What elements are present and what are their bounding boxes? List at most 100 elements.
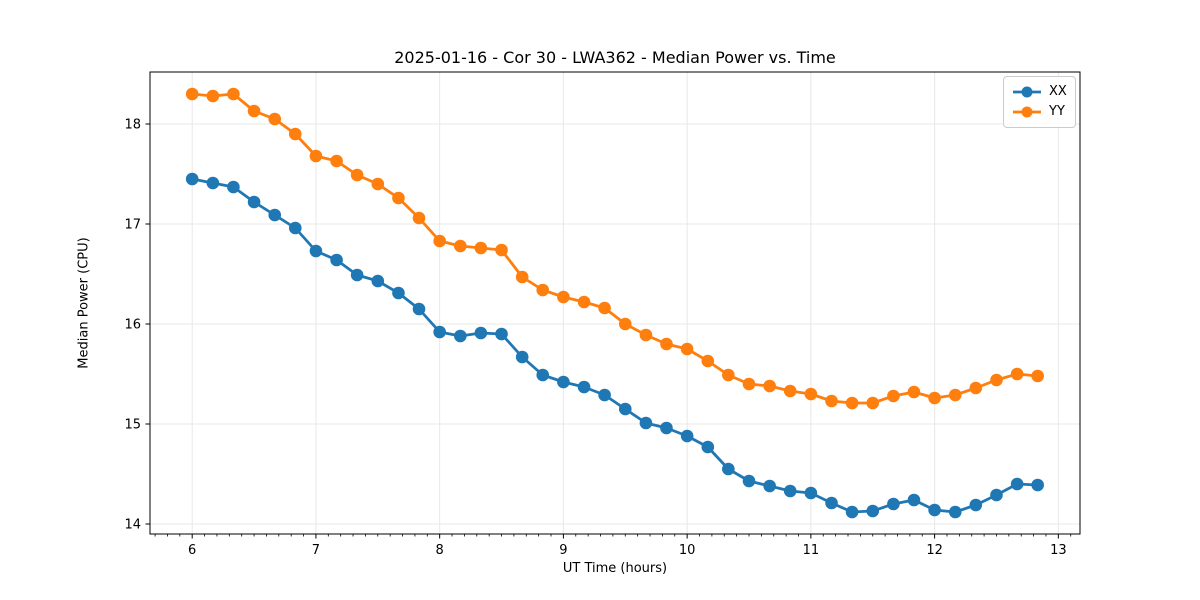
data-point-YY [990,373,1003,387]
y-tick-label: 14 [124,518,141,533]
y-tick-label: 18 [124,118,141,133]
data-point-YY [948,388,962,402]
legend-label: XX [1049,84,1067,99]
data-point-YY [247,104,261,118]
data-point-YY [474,241,488,255]
data-point-XX [454,329,467,343]
data-point-XX [804,486,818,500]
data-point-XX [247,195,261,209]
data-point-XX [598,388,611,402]
series-line-XX [191,177,1038,514]
legend-item-XX: XX [1012,82,1075,102]
data-point-YY [185,87,199,101]
x-axis-label: UT Time (hours) [562,561,668,576]
data-point-YY [206,89,220,103]
data-point-XX [618,402,632,416]
legend-item-YY: YY [1012,102,1075,122]
data-point-YY [680,342,694,356]
data-point-YY [454,239,467,253]
legend-swatch-XX [1013,86,1041,98]
data-point-XX [928,503,941,517]
data-point-XX [969,498,983,512]
x-tick-label: 12 [926,543,943,558]
data-point-XX [763,479,776,493]
data-point-XX [577,380,591,394]
data-point-YY [309,149,323,163]
legend-swatch-YY [1013,106,1041,118]
data-point-YY [969,381,983,395]
chart-title: 2025-01-16 - Cor 30 - LWA362 - Median Po… [394,48,836,67]
data-point-YY [268,112,282,126]
data-point-XX [392,286,405,300]
data-point-XX [1010,477,1024,491]
data-point-YY [330,154,343,168]
data-point-YY [825,394,838,408]
data-point-YY [887,389,900,403]
data-point-YY [783,384,797,398]
data-point-XX [825,496,838,510]
data-point-YY [742,377,756,391]
legend-label: YY [1049,104,1065,119]
data-point-YY [495,243,508,257]
y-tick-label: 15 [124,418,141,433]
data-point-XX [722,462,735,476]
x-tick-label: 8 [436,543,444,558]
data-point-YY [928,391,941,405]
data-point-XX [330,253,343,267]
data-point-YY [1010,367,1024,381]
data-point-YY [536,283,550,297]
data-point-YY [866,396,880,410]
y-tick-label: 16 [124,318,141,333]
data-point-YY [722,368,735,382]
legend: XX YY [1003,76,1076,128]
data-point-YY [598,301,611,315]
data-point-XX [268,208,282,222]
data-point-YY [618,317,632,331]
data-point-YY [515,270,529,284]
data-point-XX [557,375,570,389]
data-point-YY [763,379,776,393]
data-point-YY [1031,369,1044,383]
x-tick-label: 9 [559,543,567,558]
data-point-XX [701,440,715,454]
data-point-YY [845,396,859,410]
data-point-YY [371,177,385,191]
data-point-XX [185,172,199,186]
data-point-YY [701,354,715,368]
data-point-XX [227,180,240,194]
data-point-YY [557,290,570,304]
data-point-XX [350,268,364,282]
data-point-XX [783,484,797,498]
data-point-XX [371,274,385,288]
data-point-XX [866,504,880,518]
data-point-XX [660,421,673,435]
data-point-XX [907,493,921,507]
data-point-YY [412,211,426,225]
data-point-XX [1031,478,1044,492]
y-axis-label: Median Power (CPU) [76,237,92,369]
data-point-XX [536,368,550,382]
data-point-YY [350,168,364,182]
data-point-XX [495,327,508,341]
data-point-XX [433,325,446,339]
y-tick-label: 17 [124,218,141,233]
data-point-XX [742,474,756,488]
x-tick-label: 7 [312,543,320,558]
data-point-YY [288,127,302,141]
data-point-XX [206,176,220,190]
data-point-YY [660,337,673,351]
data-point-YY [227,87,240,101]
x-tick-label: 11 [803,543,820,558]
data-point-XX [845,505,859,519]
data-point-XX [288,221,302,235]
data-point-YY [639,328,653,342]
data-point-XX [680,429,694,443]
x-tick-label: 10 [679,543,696,558]
data-point-XX [474,326,488,340]
x-tick-label: 13 [1050,543,1067,558]
data-point-XX [639,416,653,430]
data-point-YY [577,295,591,309]
data-point-YY [433,234,446,248]
